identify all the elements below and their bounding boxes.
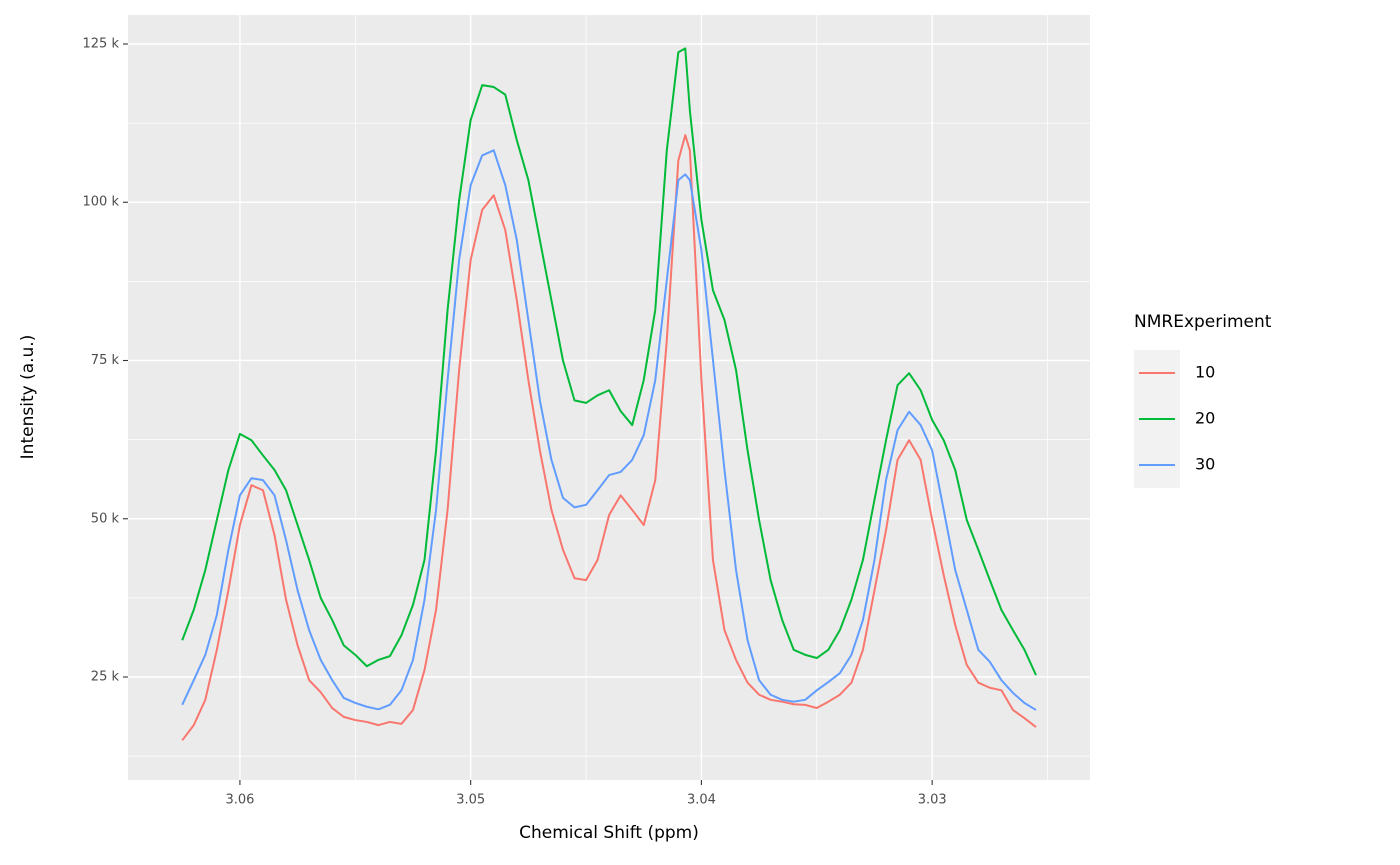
series-line [181, 47, 1037, 676]
series-line [181, 149, 1037, 711]
y-tick-label: 25 k [91, 670, 120, 685]
legend-label: 30 [1195, 455, 1215, 474]
series-line [181, 134, 1037, 741]
lines [181, 47, 1037, 741]
x-tick-label: 3.03 [918, 793, 947, 808]
y-tick-label: 100 k [83, 195, 120, 210]
legend-label: 10 [1195, 363, 1215, 382]
grid [128, 15, 1090, 780]
y-tick-label: 125 k [83, 36, 120, 51]
y-tick-label: 75 k [91, 353, 120, 368]
x-axis-title: Chemical Shift (ppm) [519, 823, 699, 843]
y-tick-label: 50 k [91, 511, 120, 526]
panel [128, 15, 1090, 780]
x-tick-label: 3.06 [225, 793, 254, 808]
y-axis-title: Intensity (a.u.) [18, 335, 38, 460]
x-tick-label: 3.04 [687, 793, 716, 808]
axes: 25 k 50 k 75 k 100 k 125 k 3.06 3.05 3.04 3.03 [83, 36, 947, 807]
legend-title: NMRExperiment [1134, 312, 1272, 332]
x-tick-label: 3.05 [456, 793, 485, 808]
legend: 10 20 30 [1134, 350, 1215, 488]
legend-label: 20 [1195, 409, 1215, 428]
